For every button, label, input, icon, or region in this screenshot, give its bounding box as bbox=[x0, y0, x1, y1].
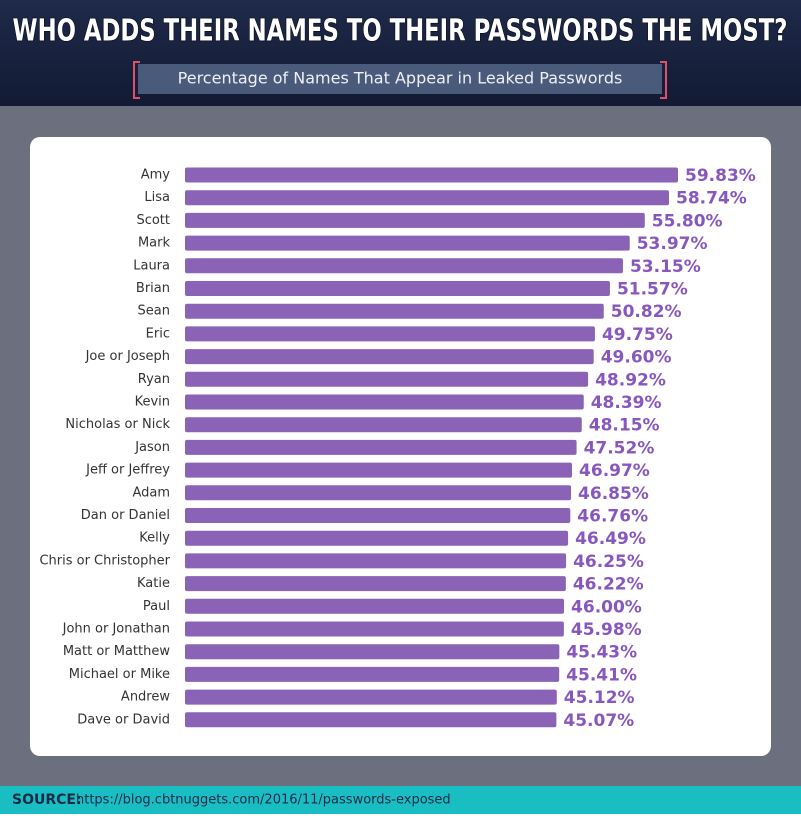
source-url: https://blog.cbtnuggets.com/2016/11/pass… bbox=[76, 793, 451, 808]
category-label: Jeff or Jeffrey bbox=[85, 463, 170, 478]
value-label: 58.74% bbox=[676, 189, 747, 209]
category-label: Kevin bbox=[135, 395, 170, 410]
bar bbox=[185, 326, 595, 342]
category-label: Lisa bbox=[144, 190, 170, 205]
category-label: Brian bbox=[136, 281, 170, 296]
category-label: Amy bbox=[141, 168, 171, 183]
value-label: 49.60% bbox=[601, 348, 672, 368]
value-label: 50.82% bbox=[611, 302, 682, 322]
value-label: 48.39% bbox=[591, 393, 662, 413]
category-label: Jason bbox=[134, 440, 170, 455]
category-label: Nicholas or Nick bbox=[65, 417, 170, 432]
bar bbox=[185, 394, 584, 410]
value-label: 46.25% bbox=[573, 552, 644, 572]
bar bbox=[185, 439, 577, 455]
bar bbox=[185, 576, 566, 592]
bar bbox=[185, 553, 567, 569]
value-label: 45.43% bbox=[566, 643, 637, 663]
value-label: 53.15% bbox=[630, 257, 701, 277]
bar bbox=[185, 644, 560, 660]
value-label: 45.12% bbox=[564, 688, 635, 708]
category-label: Ryan bbox=[138, 372, 170, 387]
category-label: Mark bbox=[138, 236, 171, 251]
bar bbox=[185, 530, 569, 546]
bar bbox=[185, 167, 678, 183]
category-label: Katie bbox=[137, 576, 170, 591]
bar bbox=[185, 666, 560, 682]
category-label: Laura bbox=[133, 258, 170, 273]
chart-subtitle: Percentage of Names That Appear in Leake… bbox=[178, 69, 623, 88]
category-label: John or Jonathan bbox=[62, 622, 170, 637]
category-label: Chris or Christopher bbox=[39, 553, 170, 568]
value-label: 46.97% bbox=[579, 461, 650, 481]
bar bbox=[185, 598, 565, 614]
category-label: Michael or Mike bbox=[69, 667, 170, 682]
value-label: 53.97% bbox=[637, 234, 708, 254]
value-label: 46.22% bbox=[573, 575, 644, 595]
value-label: 48.92% bbox=[595, 370, 666, 390]
value-label: 45.98% bbox=[571, 620, 642, 640]
footer bbox=[0, 786, 801, 814]
category-label: Dan or Daniel bbox=[81, 508, 170, 523]
source-label: SOURCE: bbox=[12, 792, 82, 808]
subtitle-brackets bbox=[133, 61, 667, 99]
value-label: 46.76% bbox=[577, 507, 648, 527]
category-label: Eric bbox=[146, 326, 170, 341]
category-label: Kelly bbox=[139, 531, 170, 546]
bar bbox=[185, 712, 557, 728]
category-label: Scott bbox=[136, 213, 170, 228]
bar bbox=[185, 485, 572, 501]
category-label: Sean bbox=[138, 304, 170, 319]
bar bbox=[185, 371, 589, 387]
bar bbox=[185, 621, 564, 637]
value-label: 46.49% bbox=[575, 529, 646, 549]
bar bbox=[185, 689, 557, 705]
category-label: Adam bbox=[132, 485, 170, 500]
value-label: 47.52% bbox=[584, 438, 655, 458]
value-label: 51.57% bbox=[617, 280, 688, 300]
value-label: 46.00% bbox=[571, 597, 642, 617]
chart-title: WHO ADDS THEIR NAMES TO THEIR PASSWORDS … bbox=[13, 14, 788, 49]
bar bbox=[185, 258, 623, 274]
category-label: Joe or Joseph bbox=[85, 349, 170, 364]
category-label: Andrew bbox=[121, 690, 170, 705]
bar bbox=[185, 303, 604, 319]
value-label: 46.85% bbox=[578, 484, 649, 504]
value-label: 59.83% bbox=[685, 166, 756, 186]
bar bbox=[185, 349, 594, 365]
category-label: Dave or David bbox=[77, 712, 170, 727]
bar bbox=[185, 190, 670, 206]
value-label: 49.75% bbox=[602, 325, 673, 345]
bar bbox=[185, 462, 573, 478]
bar bbox=[185, 508, 571, 523]
category-label: Matt or Matthew bbox=[63, 644, 171, 659]
bar bbox=[185, 281, 610, 296]
bar bbox=[185, 417, 582, 433]
category-label: Paul bbox=[143, 599, 170, 614]
bar bbox=[185, 235, 630, 251]
value-label: 55.80% bbox=[652, 211, 723, 231]
bar bbox=[185, 212, 645, 228]
subtitle-box bbox=[138, 64, 662, 94]
value-label: 48.15% bbox=[589, 416, 660, 436]
value-label: 45.07% bbox=[563, 711, 634, 731]
plot: Amy 59.83% Lisa 58.74% Scott 55.80% Mark 53.97%… bbox=[39, 166, 755, 731]
value-label: 45.41% bbox=[566, 665, 637, 685]
